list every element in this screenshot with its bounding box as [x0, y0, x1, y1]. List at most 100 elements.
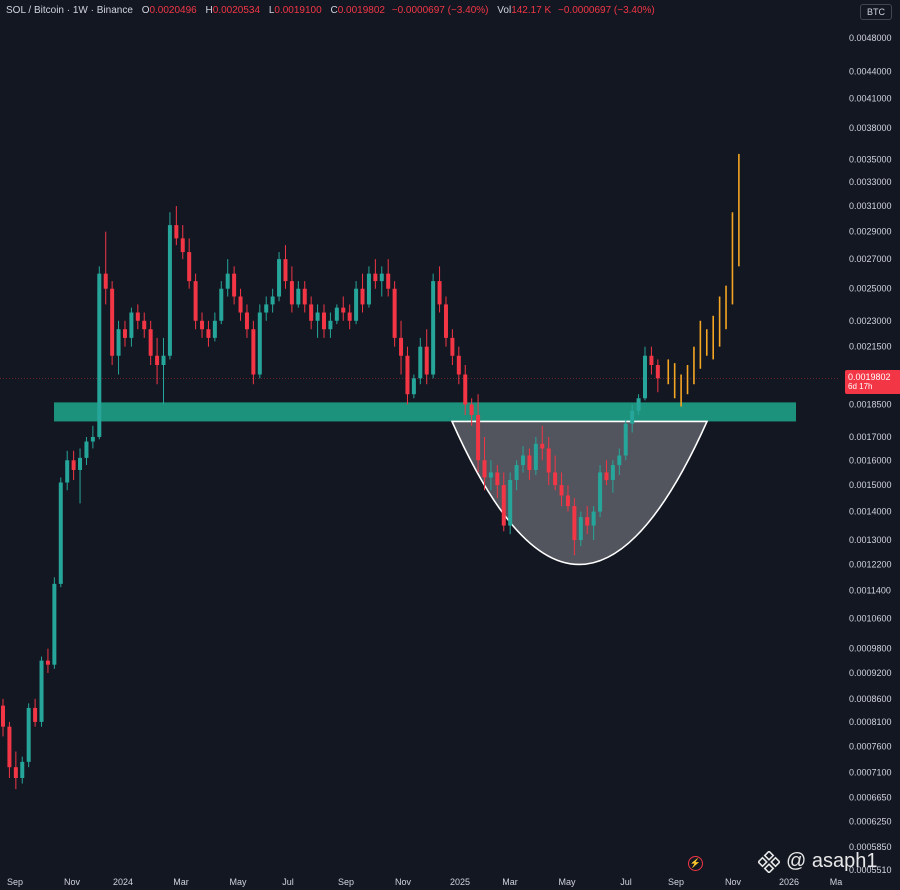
candle [521, 446, 526, 473]
time-tick: 2025 [450, 877, 470, 887]
candle-body [244, 312, 249, 330]
candle-body [347, 312, 352, 321]
price-tick: 0.0016000 [849, 455, 892, 465]
price-tick: 0.0038000 [849, 123, 892, 133]
candle [546, 436, 551, 486]
candle-body [643, 355, 647, 399]
symbol-label[interactable]: SOL / Bitcoin · 1W · Binance [6, 5, 133, 16]
candle-body [360, 288, 365, 305]
change-value: −0.0000697 (−3.40%) [391, 5, 489, 16]
candle [232, 266, 237, 305]
candle-body [58, 482, 63, 584]
candle [71, 450, 76, 480]
candle [623, 419, 628, 461]
candle [463, 365, 468, 415]
candle [559, 472, 564, 507]
price-tick: 0.0035000 [849, 154, 892, 164]
candle [514, 460, 519, 491]
candle [373, 259, 378, 289]
candle [315, 304, 320, 338]
time-axis[interactable]: Sep Nov 2024 Mar May Jul Sep Nov 2025 Mar May Jul Se… [7, 877, 842, 887]
candle [347, 304, 352, 330]
candle-body [296, 288, 301, 305]
high-value: 0.0020534 [212, 5, 261, 16]
candle [193, 273, 198, 330]
candle-body [373, 273, 378, 282]
price-tick: 0.0005510 [849, 865, 892, 875]
candle [456, 346, 461, 385]
candle [238, 288, 243, 321]
candle [39, 656, 44, 727]
candle [251, 320, 256, 385]
candle [334, 304, 339, 325]
time-tick: Ma [830, 877, 843, 887]
candle [97, 266, 102, 440]
candle [45, 648, 50, 673]
candle [501, 472, 506, 532]
candle [578, 511, 583, 547]
candle [129, 307, 134, 347]
candle [328, 312, 333, 338]
price-tick: 0.0015000 [849, 480, 892, 490]
candle-body [257, 312, 262, 375]
candle-body [521, 455, 526, 466]
close-value: 0.0019802 [337, 5, 385, 16]
candle-body [26, 707, 31, 762]
candle-body [187, 252, 192, 282]
candle-body [328, 320, 333, 330]
candle-body [52, 583, 57, 665]
candle-body [97, 273, 102, 437]
candle [219, 281, 224, 325]
candle-body [636, 398, 641, 411]
price-axis[interactable]: 0.0048000 0.0044000 0.0041000 0.0038000 0.00… [849, 33, 892, 875]
volume-value: 142.17 K [511, 5, 552, 16]
candle [20, 756, 25, 784]
candle-body [7, 726, 12, 768]
support-zone-layer [0, 378, 840, 422]
candle-body [270, 296, 275, 305]
candle [257, 304, 262, 379]
candle-body [476, 414, 481, 461]
high-label: H [205, 5, 213, 16]
candle-body [630, 410, 635, 424]
currency-badge[interactable]: BTC [860, 4, 892, 20]
candle-body [161, 355, 166, 366]
candle [116, 320, 121, 375]
candle [443, 296, 448, 347]
price-tick: 0.0029000 [849, 227, 892, 237]
candle-body [418, 346, 423, 379]
candle [283, 245, 288, 289]
candle-body [103, 273, 108, 289]
candle-body [78, 457, 83, 470]
candle-body [309, 304, 314, 321]
candle [572, 498, 577, 556]
candle-body [598, 472, 603, 512]
candle-body [399, 337, 404, 356]
price-tick: 0.0008100 [849, 717, 892, 727]
price-tick: 0.0017000 [849, 432, 892, 442]
candle [437, 266, 442, 313]
candle-body [148, 329, 153, 356]
candle-body [431, 281, 436, 375]
candle [289, 266, 294, 313]
candle-body [386, 273, 391, 289]
time-tick: Jul [620, 877, 632, 887]
time-tick: Sep [338, 877, 354, 887]
candle [495, 465, 500, 499]
price-tick: 0.0006250 [849, 817, 892, 827]
candle [488, 460, 493, 491]
candle-body [39, 660, 44, 722]
candle [65, 450, 70, 491]
candle-body [617, 455, 622, 466]
candle-body [122, 329, 127, 338]
candle [13, 751, 18, 790]
candle [411, 374, 416, 399]
last-price-value: 0.0019802 [848, 372, 891, 382]
candle-body [655, 365, 660, 379]
lightning-icon[interactable]: ⚡ [688, 856, 703, 871]
candle-body [135, 312, 140, 321]
candle-body [302, 288, 307, 305]
candle [7, 721, 12, 779]
candle [84, 436, 89, 466]
